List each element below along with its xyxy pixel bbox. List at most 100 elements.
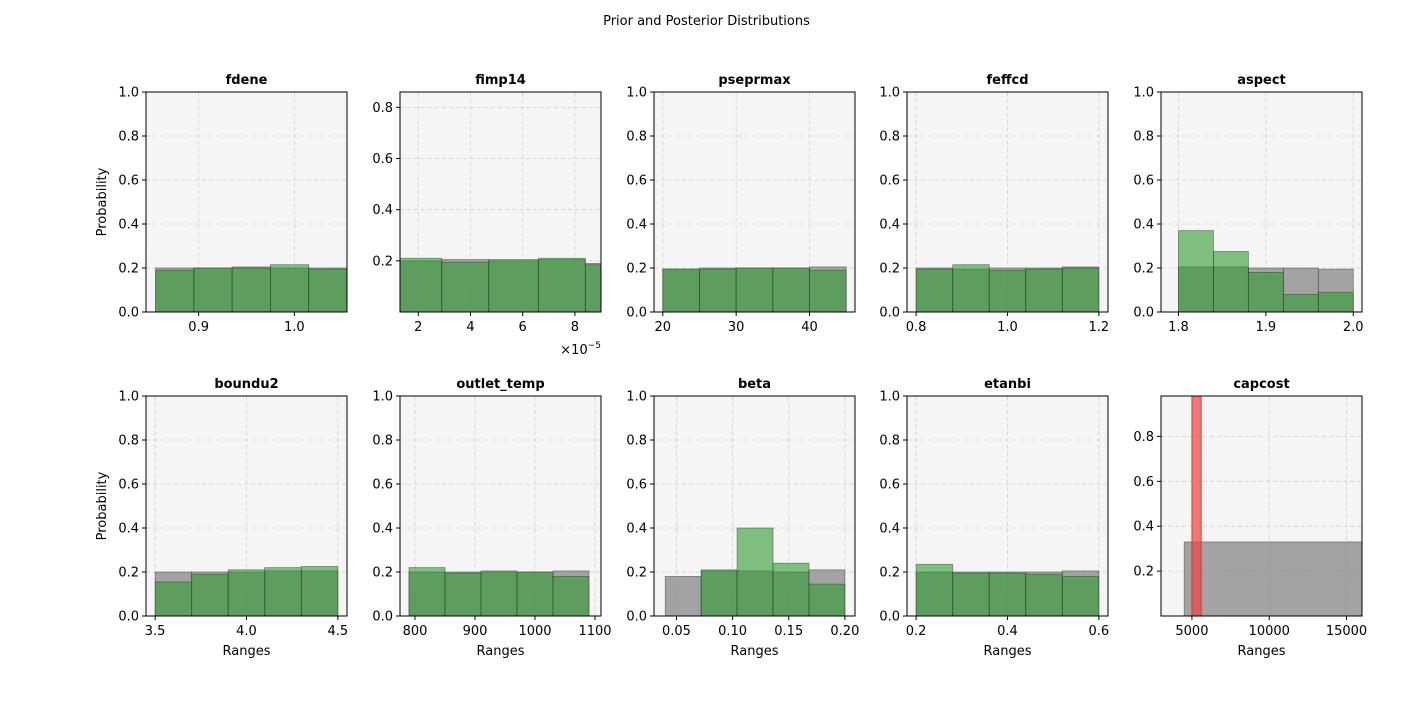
subplot-title: fdene (226, 73, 268, 88)
y-tick-label: 0.6 (626, 478, 647, 493)
y-tick-label: 0.2 (626, 566, 647, 581)
posterior-bar (480, 570, 518, 616)
y-tick-label: 0.0 (626, 610, 647, 625)
posterior-bar (584, 264, 601, 312)
subplot-boundu2: 3.5 4.0 4.5 0.0 0.2 0.4 0.6 0.8 1.0 boundu2 Ranges… (95, 377, 348, 659)
posterior-bar (441, 261, 490, 312)
y-tick-label: 0.0 (118, 306, 139, 321)
y-tick-label: 0.2 (1133, 262, 1154, 277)
x-axis-label: Ranges (731, 644, 779, 659)
subplot-beta: 0.05 0.10 0.15 0.20 0.0 0.2 0.4 0.6 0.8 1.0 beta Ra… (626, 377, 859, 659)
y-tick-label: 0.2 (118, 566, 139, 581)
posterior-bar (1282, 293, 1319, 312)
posterior-bar (155, 269, 195, 312)
posterior-bar (270, 264, 310, 312)
y-tick-label: 0.4 (879, 218, 900, 233)
x-tick-label: 0.15 (774, 624, 803, 639)
x-tick-label: 1.8 (1168, 320, 1189, 335)
posterior-bar (488, 259, 539, 312)
y-tick-label: 0.4 (1133, 520, 1154, 535)
subplot-title: pseprmax (718, 73, 791, 88)
x-tick-label: 3.5 (145, 624, 166, 639)
y-tick-label: 1.0 (879, 86, 900, 101)
x-tick-label: 2 (414, 320, 422, 335)
posterior-bar (952, 572, 990, 616)
posterior-bar (516, 571, 554, 616)
x-tick-label: 20 (655, 320, 672, 335)
x-tick-label: 6 (519, 320, 527, 335)
y-tick-label: 0.6 (879, 478, 900, 493)
x-tick-label: 1.2 (1089, 320, 1110, 335)
posterior-bar (193, 267, 233, 312)
y-tick-label: 1.0 (118, 86, 139, 101)
subplot-title: fimp14 (475, 73, 526, 88)
y-tick-label: 0.8 (118, 130, 139, 145)
y-tick-label: 0.4 (372, 522, 393, 537)
y-tick-label: 0.6 (372, 152, 393, 167)
posterior-bar (736, 527, 774, 616)
subplot-capcost: 5000 10000 15000 0.2 0.4 0.6 0.8 capcost Ranges (1133, 377, 1367, 659)
y-axis-label: Probability (95, 167, 110, 236)
subplot-pseprmax: 20 30 40 0.0 0.2 0.4 0.6 0.8 1.0 pseprmax (626, 73, 856, 335)
x-offset-label: ×10−5 (560, 341, 601, 358)
posterior-bar (300, 566, 339, 616)
y-tick-label: 0.4 (118, 522, 139, 537)
y-tick-label: 0.6 (1133, 174, 1154, 189)
posterior-bar (227, 569, 266, 616)
posterior-bar (772, 562, 810, 616)
axes-frame (653, 395, 856, 617)
x-tick-label: 1.0 (997, 320, 1018, 335)
x-tick-label: 8 (571, 320, 579, 335)
subplot-title: feffcd (986, 73, 1028, 88)
axes-frame (145, 91, 348, 313)
posterior-bar (1061, 267, 1100, 312)
x-axis-label: Ranges (984, 644, 1032, 659)
bars (915, 563, 1100, 616)
y-tick-label: 1.0 (879, 390, 900, 405)
y-tick-label: 1.0 (372, 390, 393, 405)
y-tick-label: 0.6 (372, 478, 393, 493)
x-tick-label: 0.05 (662, 624, 691, 639)
y-tick-label: 0.8 (1133, 430, 1154, 445)
bars (154, 566, 339, 616)
bars (400, 257, 601, 312)
x-tick-label: 4 (466, 320, 474, 335)
posterior-bar (988, 269, 1027, 312)
y-tick-label: 0.8 (626, 434, 647, 449)
subplot-fdene: 0.9 1.0 0.0 0.2 0.4 0.6 0.8 1.0 fdene Probability (95, 73, 348, 335)
posterior-bar (808, 583, 846, 616)
x-tick-label: 5000 (1175, 624, 1208, 639)
x-tick-label: 1000 (518, 624, 551, 639)
y-tick-label: 0.8 (1133, 130, 1154, 145)
posterior-bar (1247, 271, 1284, 312)
y-tick-label: 0.4 (626, 218, 647, 233)
y-tick-label: 0.6 (118, 174, 139, 189)
posterior-bar (231, 267, 271, 312)
x-tick-label: 2.0 (1343, 320, 1364, 335)
x-tick-label: 1.9 (1256, 320, 1277, 335)
axes-frame (399, 91, 602, 313)
x-tick-label: 900 (463, 624, 488, 639)
posterior-bar (537, 257, 586, 312)
posterior-bar (444, 572, 482, 616)
y-tick-label: 0.0 (372, 610, 393, 625)
x-tick-label: 4.0 (236, 624, 257, 639)
x-tick-label: 40 (801, 320, 818, 335)
posterior-bar (915, 563, 954, 616)
y-tick-label: 0.8 (372, 434, 393, 449)
subplot-title: boundu2 (214, 377, 278, 392)
bars (1183, 396, 1362, 616)
y-tick-label: 0.6 (1133, 475, 1154, 490)
y-tick-label: 0.2 (879, 262, 900, 277)
x-axis-label: Ranges (1238, 644, 1286, 659)
y-tick-label: 0.2 (372, 566, 393, 581)
x-tick-label: 4.5 (328, 624, 349, 639)
prior-bar (1183, 541, 1362, 616)
axes-frame (1160, 395, 1363, 617)
x-tick-label: 30 (728, 320, 745, 335)
posterior-bar (1317, 291, 1354, 312)
subplot-title: etanbi (984, 377, 1031, 392)
posterior-bar (408, 567, 446, 616)
y-tick-label: 0.2 (372, 254, 393, 269)
